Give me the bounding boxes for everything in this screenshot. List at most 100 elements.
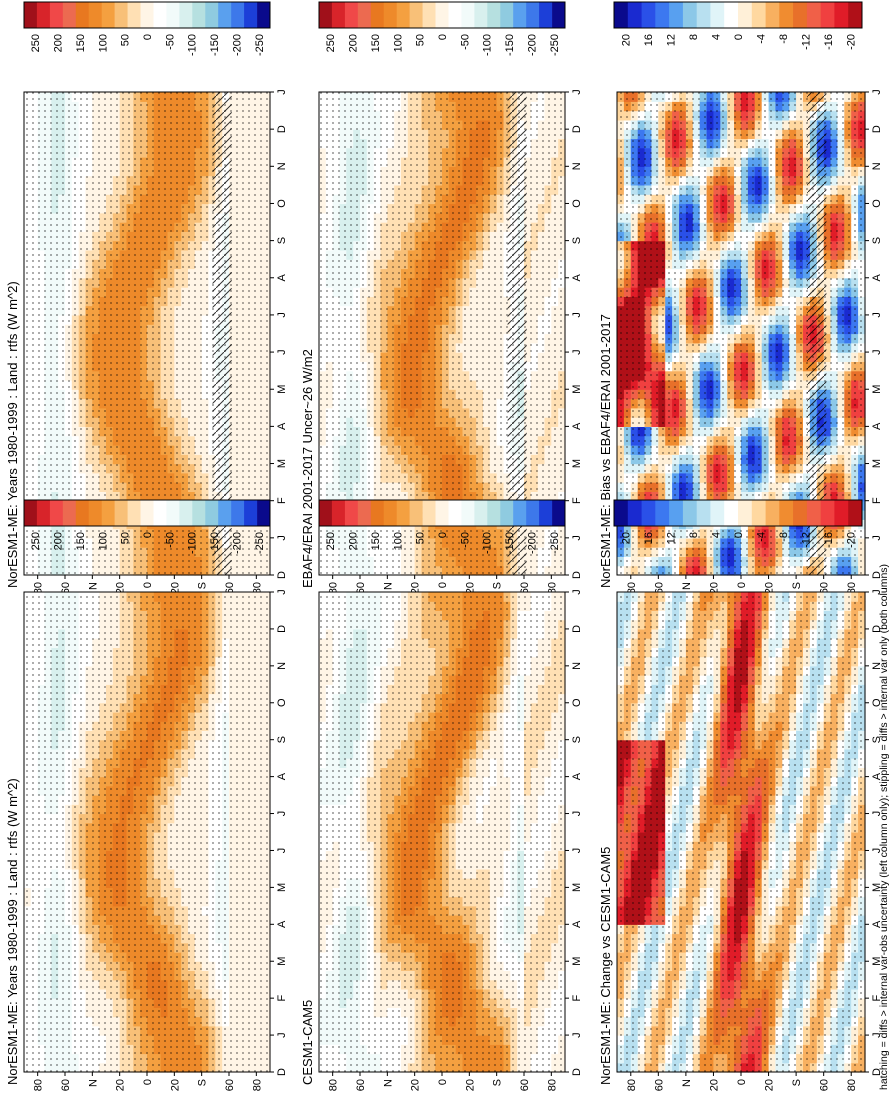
colorbar-label-p1-8: -150: [209, 34, 221, 56]
colorbar-label-p1-4: 50: [120, 34, 132, 46]
colorbar-label-p1-5: 0: [142, 34, 154, 40]
xtick-label-p1-3: M: [276, 459, 288, 468]
xtick-label-p2-11: N: [276, 662, 288, 670]
xtick-label-p1-2: F: [276, 497, 288, 504]
colorbar-swatch-p1-12: [179, 2, 192, 28]
xtick-label-p1-11: N: [276, 162, 288, 170]
colorbar-label-p1-10: -250: [254, 34, 266, 56]
colorbar-swatch-p2-1: [37, 500, 50, 526]
colorbar-swatch-p2-2: [50, 500, 63, 526]
colorbar-label-p1-6: -50: [164, 34, 176, 50]
colorbar-label-p2-9: -200: [231, 532, 243, 554]
colorbar-label-p2-6: -50: [164, 532, 176, 548]
xtick-label-p2-2: F: [276, 995, 288, 1002]
colorbar-label-p2-4: 50: [120, 532, 132, 544]
ytick-label-p2-8: 80: [251, 1079, 263, 1091]
ytick-label-p1-6: S: [197, 582, 209, 589]
colorbar-label-p2-7: -100: [187, 532, 199, 554]
xtick-label-p2-4: A: [276, 920, 288, 928]
colorbar-swatch-p2-12: [179, 500, 192, 526]
colorbar-label-p2-0: 250: [30, 532, 42, 550]
colorbar-label-p1-0: 250: [30, 34, 42, 52]
colorbar-label-p1-7: -100: [187, 34, 199, 56]
xtick-label-p2-6: J: [276, 848, 288, 854]
xtick-label-p1-9: S: [276, 237, 288, 244]
colorbar-swatch-p1-17: [244, 2, 257, 28]
colorbar-swatch-p2-11: [166, 500, 179, 526]
colorbar-swatch-p1-6: [102, 2, 115, 28]
xtick-label-p1-7: J: [276, 312, 288, 318]
colorbar-swatch-p1-11: [166, 2, 179, 28]
ytick-label-p2-3: 20: [115, 1079, 127, 1091]
colorbar-label-p1-3: 100: [97, 34, 109, 52]
colorbar-swatch-p2-0: [24, 500, 37, 526]
colorbar-label-p1-1: 200: [53, 34, 65, 52]
xtick-label-p2-9: S: [276, 736, 288, 743]
ytick-label-p1-4: 0: [142, 582, 154, 588]
xtick-label-p2-8: A: [276, 772, 288, 780]
colorbar-swatch-p1-16: [231, 2, 244, 28]
panel-title-p1: NorESM1-ME: Years 1980-1999 : Land : rtf…: [5, 281, 20, 588]
ytick-label-p2-0: 80: [33, 1079, 45, 1091]
xtick-label-p2-5: M: [276, 883, 288, 892]
colorbar-swatch-p1-15: [218, 2, 231, 28]
xtick-label-p2-0: D: [276, 1068, 288, 1076]
ytick-label-p2-2: N: [87, 1079, 99, 1087]
colorbar-swatch-p1-4: [76, 2, 89, 28]
colorbar-swatch-p2-3: [63, 500, 76, 526]
colorbar-swatch-p1-13: [192, 2, 205, 28]
colorbar-swatch-p2-14: [205, 500, 218, 526]
colorbar-label-p2-1: 200: [53, 532, 65, 550]
colorbar-label-p2-10: -250: [254, 532, 266, 554]
colorbar-label-p2-3: 100: [97, 532, 109, 550]
stipple-overlay-p2: [24, 592, 270, 1072]
ytick-label-p2-7: 60: [224, 1079, 236, 1091]
colorbar-swatch-p2-5: [89, 500, 102, 526]
panel-title-p2: NorESM1-ME: Years 1980-1999 : Land : rtf…: [5, 778, 20, 1085]
colorbar-swatch-p1-3: [63, 2, 76, 28]
colorbar-swatch-p2-15: [218, 500, 231, 526]
xtick-label-p1-1: J: [276, 535, 288, 541]
colorbar-label-p1-2: 150: [75, 34, 87, 52]
xtick-label-p1-6: J: [276, 349, 288, 355]
colorbar-swatch-p1-8: [128, 2, 141, 28]
colorbar-swatch-p2-16: [231, 500, 244, 526]
colorbar-swatch-p2-17: [244, 500, 257, 526]
colorbar-label-p2-8: -150: [209, 532, 221, 554]
colorbar-swatch-p1-18: [257, 2, 270, 28]
xtick-label-p2-10: O: [276, 698, 288, 707]
colorbar-swatch-p2-18: [257, 500, 270, 526]
xtick-label-p1-12: D: [276, 125, 288, 133]
xtick-label-p2-3: M: [276, 957, 288, 966]
colorbar-swatch-p1-0: [24, 2, 37, 28]
colorbar-swatch-p2-6: [102, 500, 115, 526]
colorbar-swatch-p1-7: [115, 2, 128, 28]
xtick-label-p2-1: J: [276, 1032, 288, 1038]
ytick-label-p2-4: 0: [142, 1079, 154, 1085]
ytick-label-p1-2: N: [87, 582, 99, 590]
xtick-label-p2-13: J: [276, 589, 288, 595]
colorbar-swatch-p2-9: [141, 500, 154, 526]
colorbar-swatch-p2-7: [115, 500, 128, 526]
xtick-label-p1-0: D: [276, 571, 288, 579]
xtick-label-p1-10: O: [276, 199, 288, 208]
colorbar-swatch-p1-5: [89, 2, 102, 28]
plot-area-p2: [24, 592, 271, 1073]
colorbar-swatch-p1-10: [154, 2, 167, 28]
xtick-label-p1-5: M: [276, 385, 288, 394]
colorbar-swatch-p1-9: [141, 2, 154, 28]
colorbar-swatch-p2-4: [76, 500, 89, 526]
ytick-label-p2-1: 60: [60, 1079, 72, 1091]
colorbar-label-p2-5: 0: [142, 532, 154, 538]
ytick-label-p2-6: S: [197, 1079, 209, 1086]
colorbar-swatch-p1-1: [37, 2, 50, 28]
colorbar-swatch-p2-13: [192, 500, 205, 526]
colorbar-swatch-p2-8: [128, 500, 141, 526]
colorbar-swatch-p2-10: [154, 500, 167, 526]
